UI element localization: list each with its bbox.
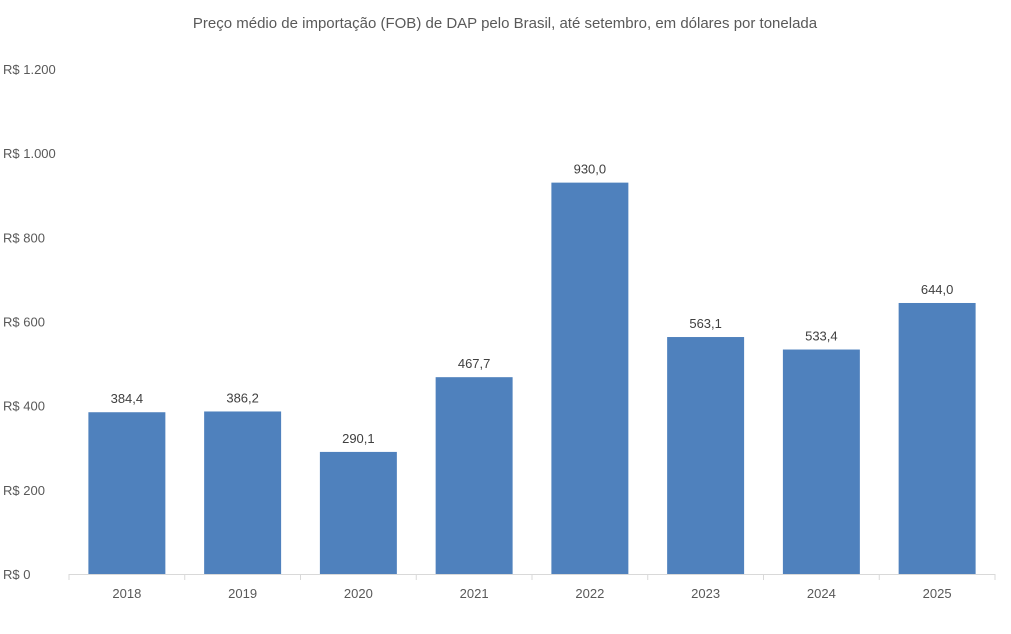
bar-2024	[782, 349, 860, 574]
bar-2025	[898, 302, 976, 574]
x-tick-label: 2018	[112, 586, 141, 601]
bar-2018	[88, 412, 166, 574]
data-label: 290,1	[342, 431, 375, 446]
y-tick-label: R$ 1.000	[3, 146, 56, 161]
data-label: 384,4	[111, 391, 144, 406]
y-tick-label: R$ 0	[3, 567, 30, 582]
bars: 384,4 386,2 290,1 467,7 930,0 563,1 533,4 644,0	[88, 162, 976, 574]
x-tick-label: 2024	[807, 586, 836, 601]
data-label: 563,1	[689, 316, 722, 331]
data-label: 467,7	[458, 356, 491, 371]
x-tick-label: 2023	[691, 586, 720, 601]
bar-2021	[435, 377, 513, 574]
data-label: 533,4	[805, 329, 838, 344]
data-label: 386,2	[226, 390, 259, 405]
x-tick-label: 2020	[344, 586, 373, 601]
bar-2022	[551, 182, 629, 574]
data-label: 930,0	[574, 162, 607, 177]
x-tick-label: 2021	[460, 586, 489, 601]
x-tick-label: 2025	[923, 586, 952, 601]
chart-title: Preço médio de importação (FOB) de DAP p…	[193, 15, 818, 32]
bar-2020	[319, 451, 397, 574]
x-tick-label: 2022	[575, 586, 604, 601]
y-tick-label: R$ 800	[3, 230, 45, 245]
bar-2019	[204, 411, 282, 574]
x-axis: 2018 2019 2020 2021 2022 2023 2024 2025	[68, 574, 996, 601]
x-tick-label: 2019	[228, 586, 257, 601]
y-tick-label: R$ 600	[3, 315, 45, 330]
y-axis: R$ 0 R$ 200 R$ 400 R$ 600 R$ 800 R$ 1.000 R$ 1…	[3, 62, 56, 582]
data-label: 644,0	[921, 282, 954, 297]
y-tick-label: R$ 200	[3, 483, 45, 498]
y-tick-label: R$ 400	[3, 399, 45, 414]
bar-2023	[667, 337, 745, 574]
y-tick-label: R$ 1.200	[3, 62, 56, 77]
